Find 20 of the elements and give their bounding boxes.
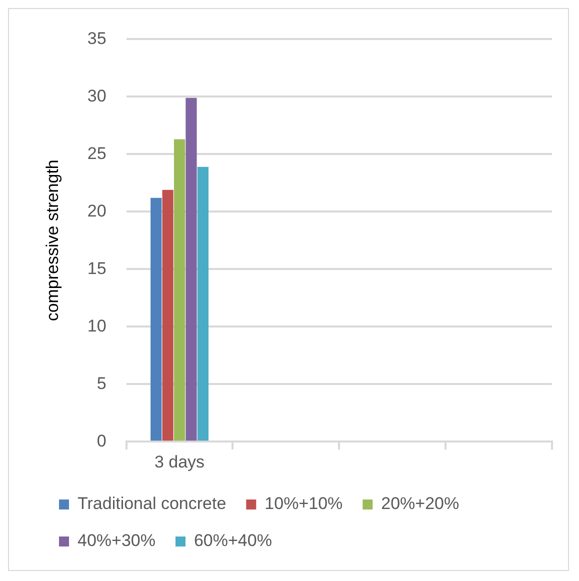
- x-tick-label: 3 days: [154, 452, 205, 472]
- bar: [197, 166, 208, 441]
- legend-label: 20%+20%: [381, 494, 460, 514]
- y-tick-label: 30: [87, 86, 106, 106]
- legend-label: Traditional concrete: [78, 494, 226, 514]
- legend-label: 10%+10%: [264, 494, 343, 514]
- y-axis-title: compressive strength: [42, 160, 62, 322]
- y-tick-label: 20: [87, 201, 106, 220]
- bar: [174, 139, 186, 441]
- bar: [162, 190, 174, 441]
- y-tick-label: 10: [87, 316, 106, 336]
- bar: [186, 98, 197, 441]
- bar: [150, 198, 162, 441]
- legend-label: 40%+30%: [78, 531, 156, 550]
- y-tick-label: 35: [87, 28, 106, 48]
- y-tick-label: 25: [87, 144, 106, 163]
- legend-label: 60%+40%: [194, 531, 272, 550]
- y-tick-label: 0: [96, 431, 106, 450]
- y-tick-label: 5: [96, 374, 106, 393]
- y-tick-label: 15: [87, 258, 106, 278]
